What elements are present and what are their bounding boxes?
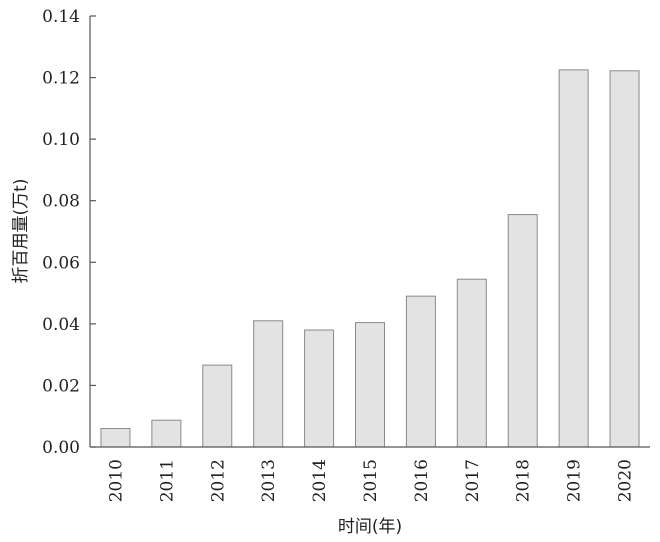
y-tick-label: 0.00 bbox=[42, 438, 80, 458]
x-tick-label: 2019 bbox=[565, 459, 585, 502]
bar-2013 bbox=[253, 320, 284, 448]
bar-2019 bbox=[558, 69, 589, 448]
y-tick-label: 0.02 bbox=[42, 376, 80, 396]
x-tick-label: 2017 bbox=[463, 459, 483, 502]
y-axis-title: 折百用量(万t) bbox=[11, 179, 31, 284]
bar-2012 bbox=[202, 364, 233, 448]
x-tick-label: 2011 bbox=[157, 459, 177, 502]
x-tick-label: 2016 bbox=[412, 459, 432, 502]
y-tick-label: 0.10 bbox=[42, 130, 80, 150]
y-tick-label: 0.12 bbox=[42, 69, 80, 89]
bar-2020 bbox=[609, 70, 640, 448]
x-axis-ticks: 2010 2011 2012 2013 2014 2015 2016 2017 2018 2019… bbox=[106, 459, 635, 502]
x-tick-label: 2014 bbox=[310, 459, 330, 502]
y-tick-label: 0.14 bbox=[42, 7, 80, 27]
bar-2014 bbox=[304, 329, 335, 448]
bar-2017 bbox=[456, 278, 487, 448]
bar-2010 bbox=[100, 428, 131, 448]
bar-2015 bbox=[355, 322, 385, 448]
x-tick-label: 2013 bbox=[259, 459, 279, 502]
x-tick-label: 2012 bbox=[208, 459, 228, 502]
x-tick-label: 2020 bbox=[616, 459, 636, 502]
x-tick-label: 2010 bbox=[106, 459, 126, 502]
x-tick-label: 2015 bbox=[361, 459, 381, 502]
bars-group bbox=[100, 69, 640, 448]
bar-2011 bbox=[151, 419, 182, 448]
bar-2016 bbox=[405, 295, 436, 448]
bar-2018 bbox=[507, 214, 538, 448]
x-axis-title: 时间(年) bbox=[338, 517, 402, 537]
x-tick-label: 2018 bbox=[514, 459, 534, 502]
y-tick-label: 0.04 bbox=[42, 315, 80, 335]
y-tick-label: 0.06 bbox=[42, 253, 80, 273]
y-axis-ticks: 0.00 0.02 0.04 0.06 0.08 0.10 0.12 0.14 bbox=[42, 7, 96, 458]
y-tick-label: 0.08 bbox=[42, 192, 80, 212]
